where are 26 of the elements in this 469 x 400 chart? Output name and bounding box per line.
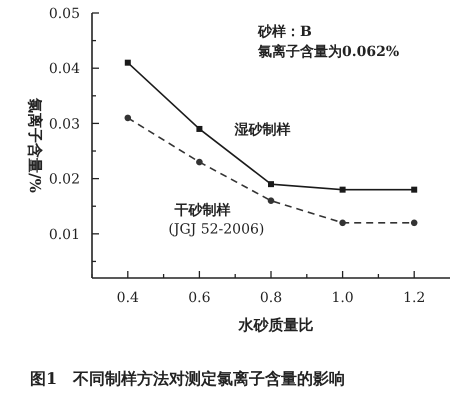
point [410, 219, 418, 226]
point [268, 197, 274, 204]
series-label: 干砂制样 (JGJ 52-2006) [168, 202, 264, 238]
point [340, 186, 346, 193]
x-tick-label: 1.0 [331, 290, 354, 306]
annotation: 砂样：B 氯离子含量为0.062% [257, 24, 400, 60]
y-tick-label: 0.05 [48, 6, 80, 22]
y-axis-title: 氯离子含量/% [26, 97, 44, 193]
x-tick-label: 1.2 [403, 290, 426, 306]
point [268, 181, 274, 188]
x-tick-label: 0.6 [188, 290, 211, 306]
y-tick-label: 0.04 [48, 61, 80, 78]
point [196, 158, 203, 166]
x-tick-label: 0.8 [260, 290, 282, 306]
x-axis-title: 水砂质量比 [238, 316, 314, 334]
point [196, 126, 202, 132]
point [411, 186, 418, 193]
y-tick-label: 0.01 [48, 226, 80, 243]
point [339, 219, 346, 226]
caption: 图1 不同制样方法对测定氯离子含量的影响 [30, 369, 346, 388]
point [124, 114, 132, 122]
y-tick-label: 0.02 [48, 172, 80, 188]
point [124, 60, 131, 66]
x-tick-label: 0.4 [116, 290, 140, 306]
y-tick-label: 0.03 [48, 116, 80, 132]
series-label: 湿砂制样 [233, 122, 290, 138]
